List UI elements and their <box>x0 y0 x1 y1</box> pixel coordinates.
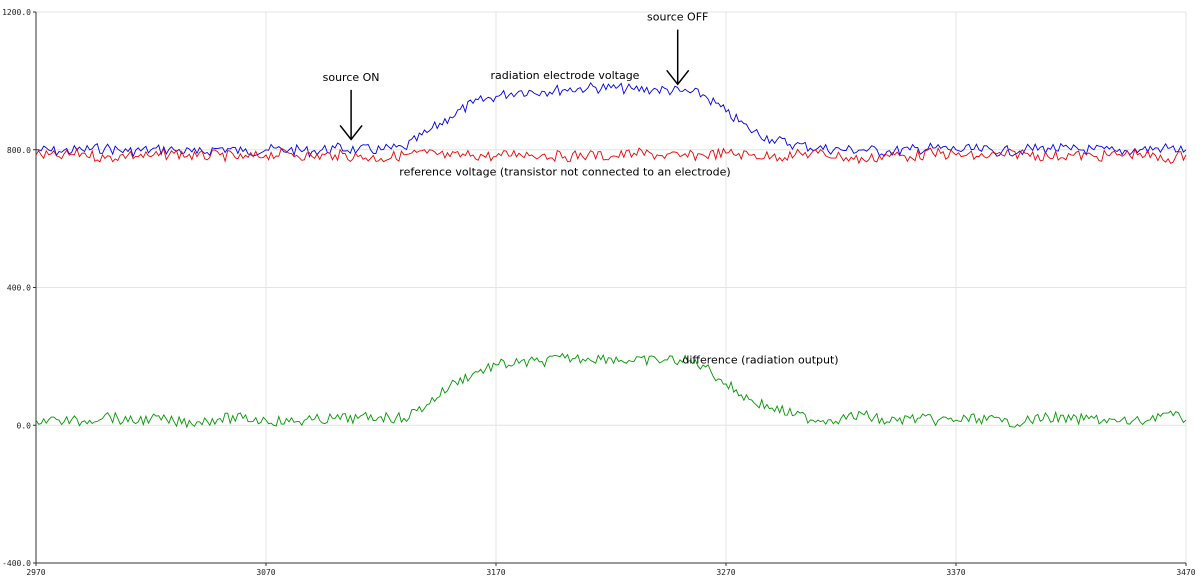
y-tick-label: 400.0 <box>7 284 31 293</box>
y-tick-label: 0.0 <box>17 421 32 430</box>
x-tick-label: 3170 <box>486 568 505 577</box>
annotation-label: source ON <box>323 71 380 84</box>
annotation-arrow-head <box>666 69 690 86</box>
annotation-label: difference (radiation output) <box>682 353 838 366</box>
x-tick-label: 2970 <box>26 568 45 577</box>
annotation-label: source OFF <box>647 11 708 24</box>
annotation-label: radiation electrode voltage <box>491 69 640 82</box>
grid <box>35 11 1187 564</box>
y-tick-label: 800.0 <box>7 146 31 155</box>
series-line-0 <box>36 81 1187 158</box>
x-tick-label: 3370 <box>946 568 965 577</box>
x-tick-label: 3270 <box>716 568 735 577</box>
y-tick-label: 1200.0 <box>2 8 31 17</box>
x-tick-label: 3470 <box>1176 568 1195 577</box>
annotation-arrow-head <box>339 124 363 141</box>
series-line-1 <box>35 147 1187 165</box>
series-line-2 <box>35 352 1187 429</box>
annotations: source ON source OFF radiation electrode v… <box>323 11 839 367</box>
y-tick-label: -400.0 <box>2 559 31 568</box>
series-lines <box>35 81 1187 429</box>
x-tick-label: 3070 <box>256 568 275 577</box>
annotation-label: reference voltage (transistor not connec… <box>399 166 730 179</box>
